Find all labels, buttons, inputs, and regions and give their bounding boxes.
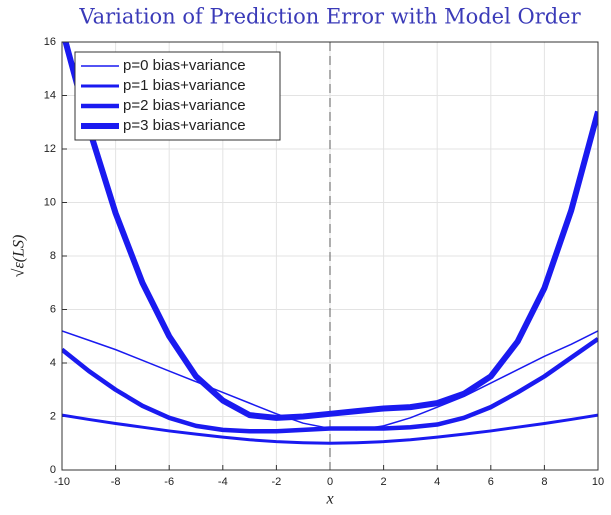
series-line <box>62 413 598 445</box>
x-tick-label: 2 <box>381 476 387 488</box>
x-tick-label: 10 <box>592 476 604 488</box>
y-tick-label: 8 <box>50 250 56 262</box>
legend-label: p=3 bias+variance <box>123 117 246 134</box>
y-tick-label: 0 <box>50 464 56 476</box>
legend-label: p=0 bias+variance <box>123 57 246 74</box>
plot-frame <box>61 41 599 471</box>
chart-title: Variation of Prediction Error with Model… <box>78 5 581 29</box>
y-tick-label: 4 <box>50 357 56 369</box>
y-axis-label: √ε(LS) <box>11 235 28 278</box>
x-axis-label: x <box>325 491 333 508</box>
series-line <box>62 42 598 421</box>
x-tick-label: 8 <box>541 476 547 488</box>
series-line <box>62 337 598 434</box>
legend-label: p=1 bias+variance <box>123 77 246 94</box>
x-tick-label: 0 <box>327 476 333 488</box>
x-tick-label: -10 <box>54 476 70 488</box>
x-tick-label: -4 <box>218 476 228 488</box>
plot-lines <box>62 42 598 445</box>
y-tick-label: 2 <box>50 410 56 422</box>
x-tick-label: 6 <box>488 476 494 488</box>
y-tick-label: 6 <box>50 303 56 315</box>
legend-label: p=2 bias+variance <box>123 97 246 114</box>
x-tick-label: 4 <box>434 476 440 488</box>
y-tick-label: 10 <box>44 196 56 208</box>
x-tick-label: -2 <box>272 476 282 488</box>
y-tick-label: 12 <box>44 143 56 155</box>
x-tick-label: -6 <box>164 476 174 488</box>
x-tick-label: -8 <box>111 476 121 488</box>
y-tick-label: 16 <box>44 36 56 48</box>
y-tick-label: 14 <box>44 89 56 101</box>
